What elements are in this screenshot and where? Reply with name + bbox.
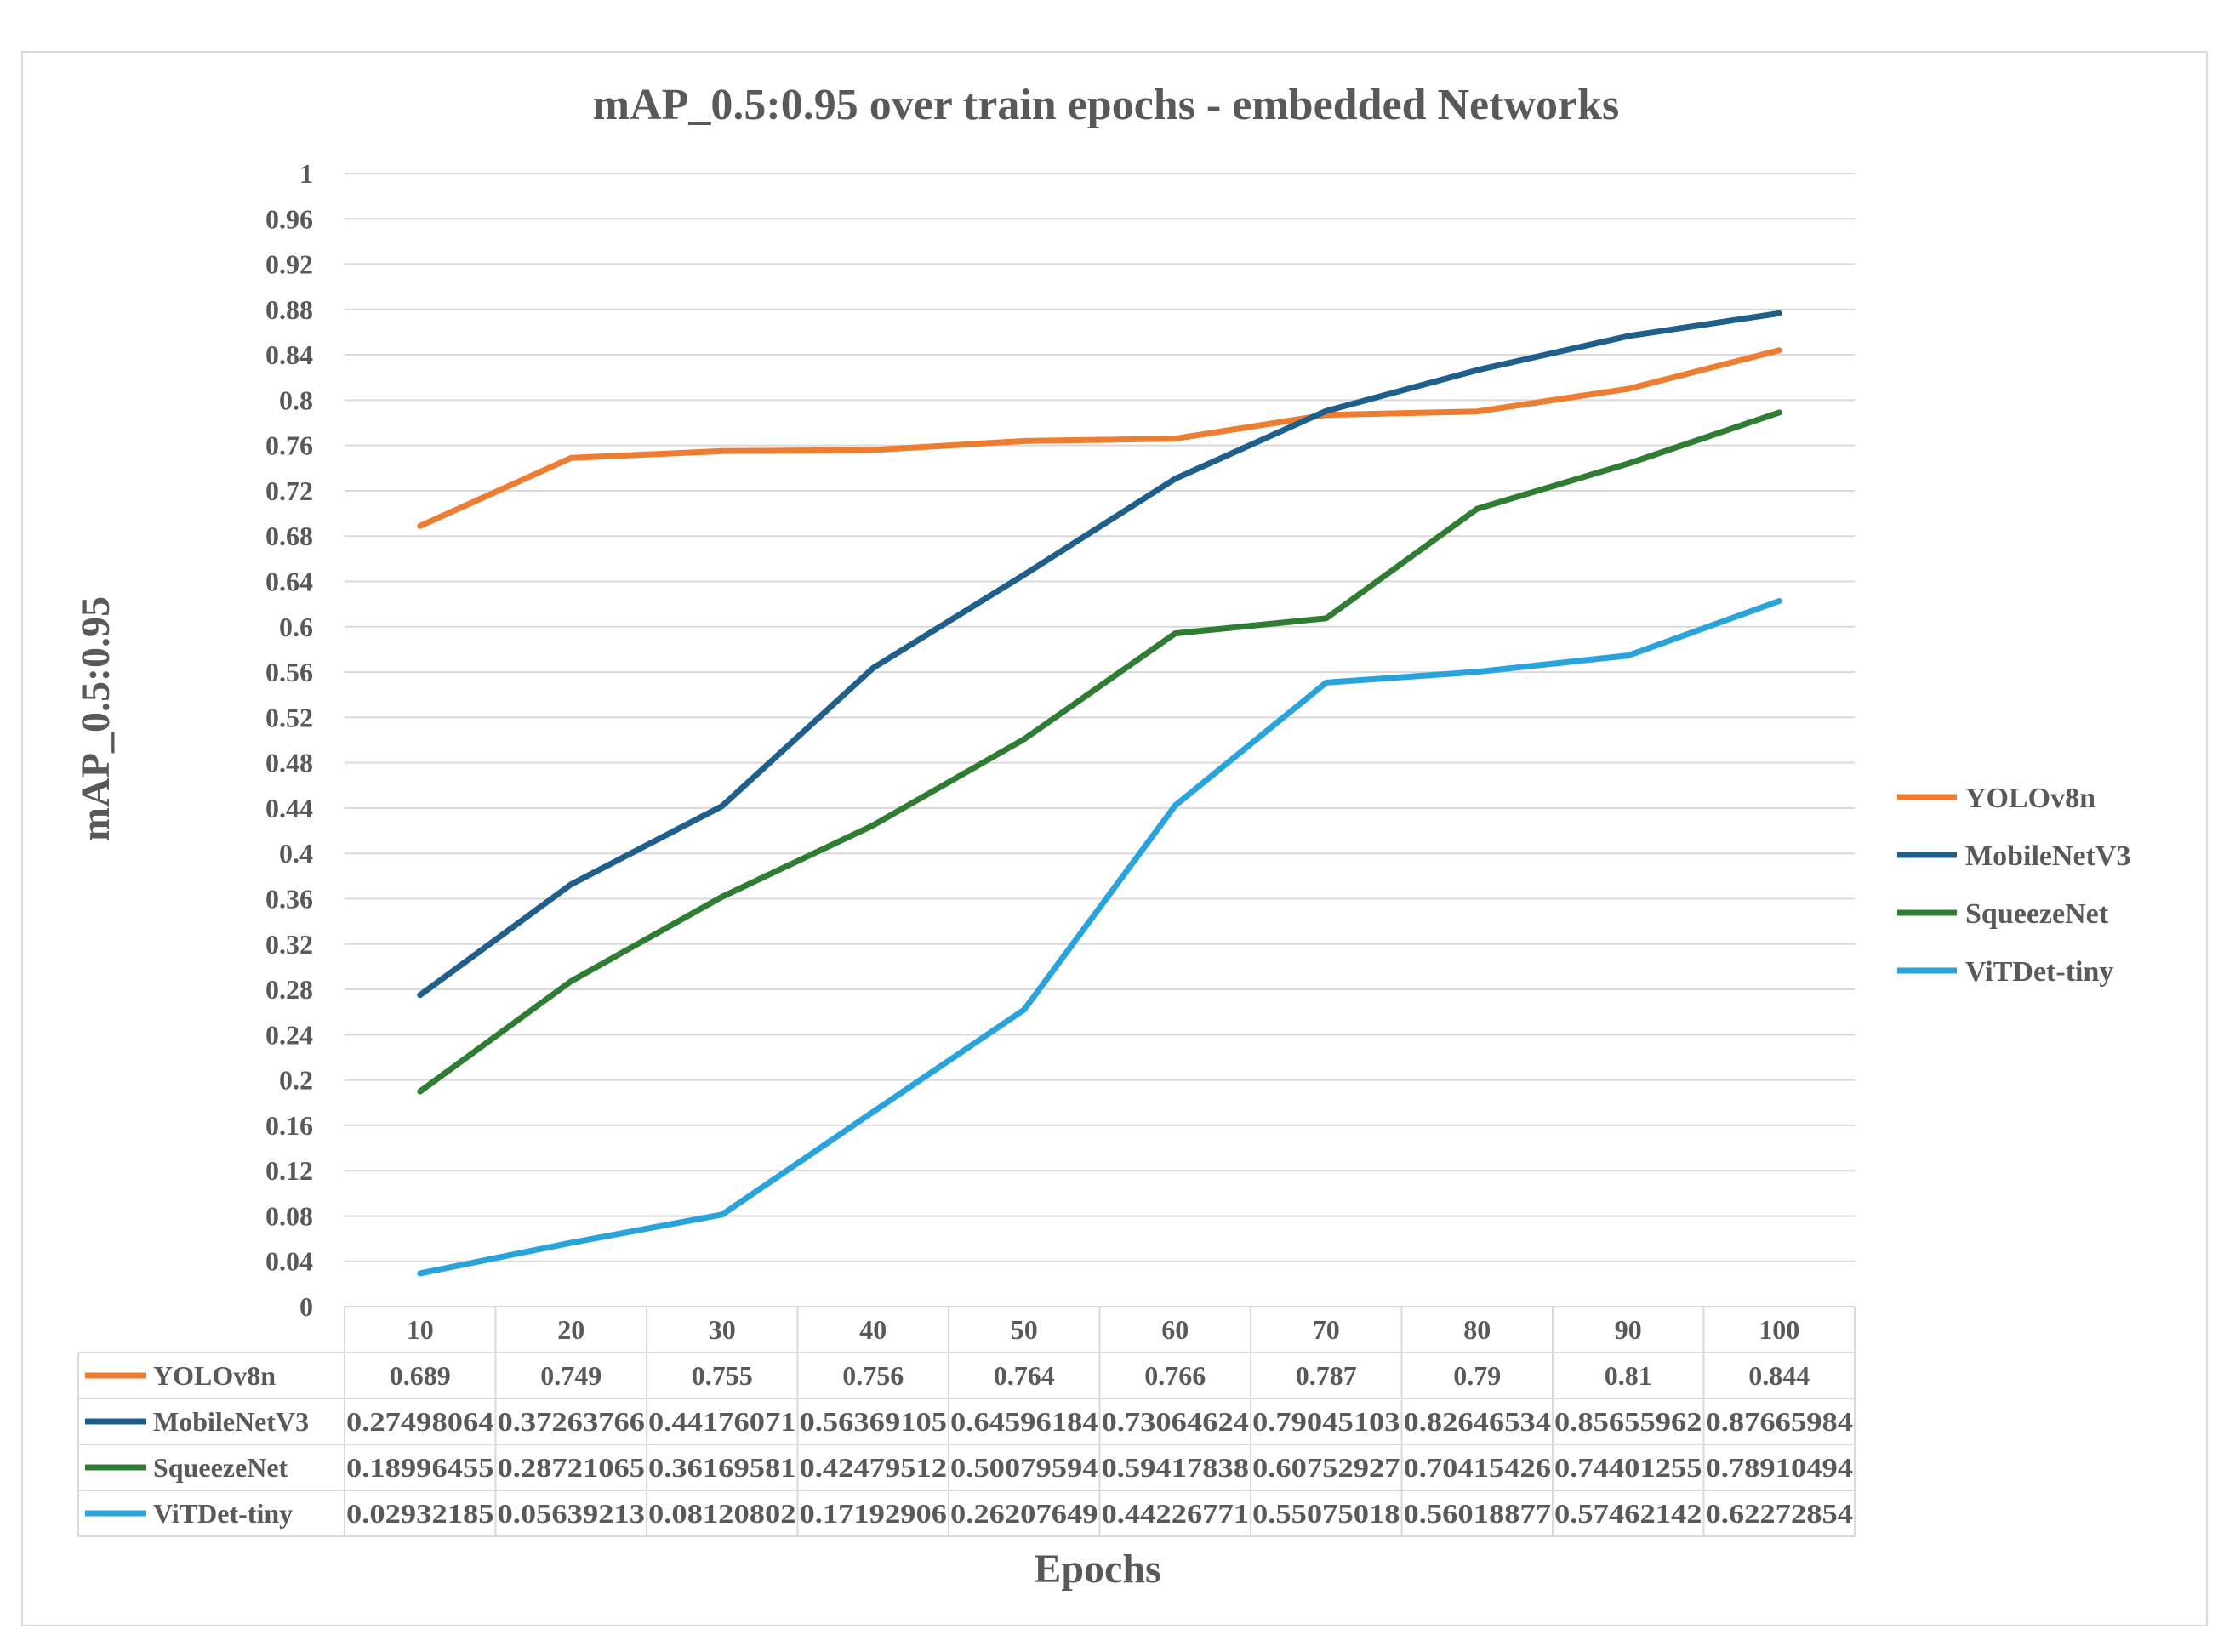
y-tick-label: 0.96 xyxy=(265,203,313,234)
x-tick-label: 20 xyxy=(557,1314,584,1345)
y-tick-label: 0.72 xyxy=(265,476,313,506)
data-label: 0.59417838 xyxy=(1102,1452,1250,1483)
data-label: 0.787 xyxy=(1296,1360,1357,1391)
x-tick-label: 30 xyxy=(709,1314,736,1345)
y-tick-label: 0.28 xyxy=(265,974,313,1005)
data-label: 0.26207649 xyxy=(950,1498,1098,1529)
chart-frame xyxy=(21,51,2208,1626)
y-tick-label: 0.88 xyxy=(265,294,313,325)
x-tick-label: 100 xyxy=(1759,1314,1799,1345)
data-label: 0.74401255 xyxy=(1554,1452,1702,1483)
data-label: 0.70415426 xyxy=(1404,1452,1552,1483)
data-label: 0.08120802 xyxy=(648,1498,796,1529)
legend-label: ViTDet-tiny xyxy=(1965,956,2113,988)
data-label: 0.18996455 xyxy=(346,1452,494,1483)
data-label: 0.37263766 xyxy=(498,1406,646,1437)
y-tick-label: 0.52 xyxy=(265,702,313,732)
table-series-name: MobileNetV3 xyxy=(153,1406,309,1437)
data-label: 0.78910494 xyxy=(1706,1452,1854,1483)
y-tick-label: 0.24 xyxy=(265,1019,313,1050)
y-tick-label: 0.92 xyxy=(265,249,313,280)
legend: YOLOv8n MobileNetV3 SqueezeNet ViTDet-tiny xyxy=(1897,783,2131,988)
data-label: 0.79 xyxy=(1453,1360,1501,1391)
y-axis-ticks: 0 0.04 0.08 0.12 0.16 0.2 0.24 0.28 0.32 0.36 0.4 0… xyxy=(265,158,313,1322)
y-tick-label: 0.36 xyxy=(265,883,313,914)
data-label: 0.73064624 xyxy=(1102,1406,1250,1437)
table-series-name: YOLOv8n xyxy=(153,1360,276,1391)
data-label: 0.05639213 xyxy=(498,1498,646,1529)
series-lines xyxy=(417,310,1782,1277)
data-label: 0.44226771 xyxy=(1102,1498,1250,1529)
y-tick-label: 0.08 xyxy=(265,1200,313,1231)
data-label: 0.81 xyxy=(1605,1360,1652,1391)
x-tick-label: 10 xyxy=(407,1314,434,1345)
y-tick-label: 0.56 xyxy=(265,657,313,687)
table-series-name: ViTDet-tiny xyxy=(153,1498,293,1529)
x-tick-label: 70 xyxy=(1313,1314,1340,1345)
legend-label: MobileNetV3 xyxy=(1965,840,2131,872)
data-label: 0.85655962 xyxy=(1554,1406,1702,1437)
data-label: 0.56018877 xyxy=(1404,1498,1552,1529)
data-label: 0.766 xyxy=(1144,1360,1206,1391)
data-label: 0.56369105 xyxy=(800,1406,948,1437)
legend-label: SqueezeNet xyxy=(1965,898,2109,930)
x-tick-label: 40 xyxy=(859,1314,887,1345)
series-line xyxy=(417,598,1782,1277)
data-label: 0.689 xyxy=(390,1360,451,1391)
y-axis-title: mAP_0.5:0.95 xyxy=(73,596,118,841)
data-label: 0.57462142 xyxy=(1554,1498,1702,1529)
y-tick-label: 0.6 xyxy=(279,612,313,642)
data-label: 0.36169581 xyxy=(648,1452,796,1483)
data-label: 0.87665984 xyxy=(1706,1406,1854,1437)
data-label: 0.64596184 xyxy=(950,1406,1098,1437)
y-tick-label: 0.48 xyxy=(265,748,313,778)
data-label: 0.27498064 xyxy=(346,1406,494,1437)
data-label: 0.82646534 xyxy=(1404,1406,1552,1437)
series-line xyxy=(417,310,1782,999)
y-tick-label: 0.84 xyxy=(265,339,313,370)
data-label: 0.28721065 xyxy=(498,1452,646,1483)
y-tick-label: 0.16 xyxy=(265,1110,313,1141)
data-label: 0.55075018 xyxy=(1252,1498,1400,1529)
y-tick-label: 0.12 xyxy=(265,1155,313,1186)
data-label: 0.749 xyxy=(540,1360,602,1391)
data-label: 0.50079594 xyxy=(950,1452,1098,1483)
y-tick-label: 0.32 xyxy=(265,929,313,960)
data-label: 0.42479512 xyxy=(800,1452,948,1483)
y-tick-label: 0.44 xyxy=(265,793,313,823)
y-tick-label: 0.68 xyxy=(265,521,313,551)
y-tick-label: 1 xyxy=(299,158,313,189)
x-tick-label: 80 xyxy=(1463,1314,1491,1345)
data-label: 0.79045103 xyxy=(1252,1406,1400,1437)
x-tick-label: 60 xyxy=(1161,1314,1189,1345)
y-tick-label: 0 xyxy=(299,1291,313,1322)
y-tick-label: 0.64 xyxy=(265,567,313,597)
data-label: 0.62272854 xyxy=(1706,1498,1854,1529)
x-tick-label: 50 xyxy=(1011,1314,1038,1345)
data-label: 0.764 xyxy=(994,1360,1055,1391)
legend-label: YOLOv8n xyxy=(1965,783,2095,814)
y-tick-label: 0.2 xyxy=(279,1065,313,1096)
table-series-name: SqueezeNet xyxy=(153,1452,288,1483)
series-line xyxy=(417,347,1782,529)
y-tick-label: 0.04 xyxy=(265,1246,313,1277)
x-axis-title: Epochs xyxy=(1034,1547,1160,1592)
y-tick-label: 0.4 xyxy=(279,838,313,869)
data-label: 0.44176071 xyxy=(648,1406,796,1437)
data-label: 0.02932185 xyxy=(346,1498,494,1529)
series-line xyxy=(417,409,1782,1095)
y-tick-label: 0.76 xyxy=(265,430,313,461)
data-label: 0.844 xyxy=(1748,1360,1810,1391)
data-label: 0.755 xyxy=(692,1360,753,1391)
data-label: 0.60752927 xyxy=(1252,1452,1400,1483)
chart-title: mAP_0.5:0.95 over train epochs - embedde… xyxy=(593,81,1619,129)
data-table: 10 20 30 40 50 60 70 80 90 100 YOLOv8n 0.689 0.749 0.… xyxy=(77,1307,1856,1537)
data-label: 0.17192906 xyxy=(800,1498,948,1529)
data-label: 0.756 xyxy=(842,1360,904,1391)
x-tick-label: 90 xyxy=(1615,1314,1642,1345)
gridlines xyxy=(345,173,1855,1307)
y-tick-label: 0.8 xyxy=(279,385,313,415)
